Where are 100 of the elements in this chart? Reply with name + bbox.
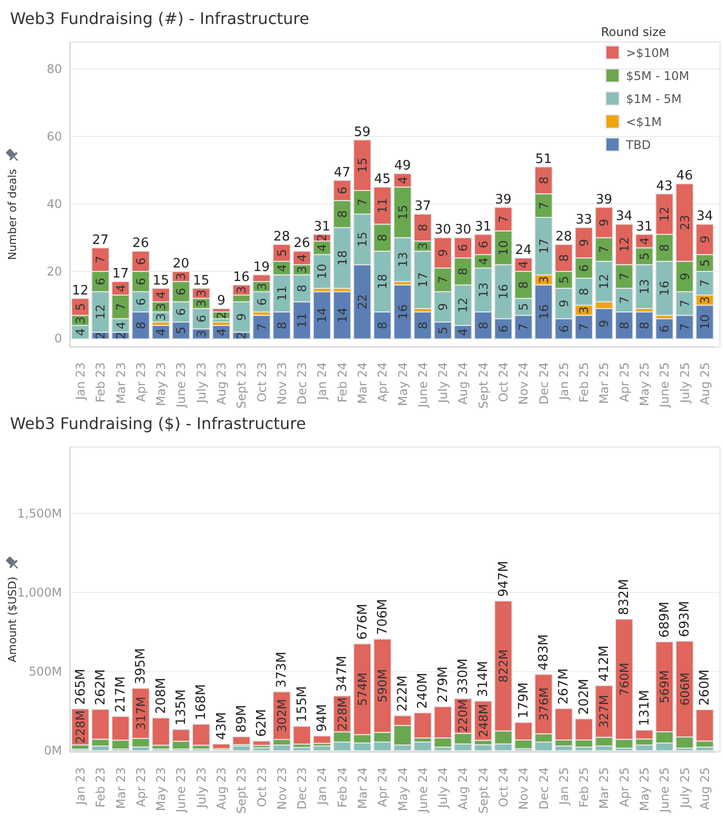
data-label: 3 bbox=[73, 316, 88, 324]
data-label: 9 bbox=[597, 320, 612, 328]
x-tick-label: June 24 bbox=[416, 362, 430, 408]
total-label: 33 bbox=[576, 212, 592, 228]
total-label: 168M bbox=[194, 684, 210, 720]
total-label: 30 bbox=[434, 222, 452, 238]
data-label: 6 bbox=[577, 264, 592, 272]
x-tick-label: Mar 24 bbox=[355, 767, 370, 809]
data-label: 2 bbox=[94, 332, 108, 340]
data-label: 590M bbox=[376, 669, 390, 702]
x-tick-label: May 23 bbox=[154, 362, 168, 406]
total-label: 222M bbox=[396, 676, 411, 712]
data-label: 16 bbox=[396, 304, 410, 320]
x-tick-label: Aug 23 bbox=[214, 767, 228, 810]
x-tick-label: Jan 25 bbox=[556, 767, 571, 806]
data-label: 12 bbox=[658, 206, 672, 222]
x-tick-label: July 24 bbox=[436, 767, 450, 809]
x-tick-label: Feb 23 bbox=[94, 362, 108, 403]
total-label: 31 bbox=[636, 219, 653, 234]
x-tick-label: Apr 24 bbox=[376, 362, 390, 402]
total-label: 135M bbox=[174, 689, 189, 726]
data-label: 8 bbox=[376, 234, 390, 242]
data-label: 6 bbox=[174, 288, 188, 296]
data-label: 9 bbox=[436, 249, 450, 257]
data-label: 6 bbox=[194, 314, 208, 322]
x-tick-label: Sept 24 bbox=[476, 767, 490, 814]
x-tick-label: Aug 25 bbox=[698, 767, 712, 810]
y-tick-label: 20 bbox=[46, 264, 62, 278]
data-label: 3 bbox=[194, 290, 208, 298]
data-label: 4 bbox=[114, 284, 128, 292]
data-label: 5 bbox=[436, 326, 450, 334]
legend-label: $1M - 5M bbox=[626, 92, 682, 106]
data-label: 3 bbox=[254, 282, 269, 290]
data-label: 5 bbox=[174, 326, 188, 334]
data-label: 2 bbox=[114, 332, 128, 340]
x-tick-label: Sept 23 bbox=[234, 767, 249, 814]
data-label: 7 bbox=[94, 256, 108, 264]
total-label: 347M bbox=[335, 656, 350, 692]
total-label: 20 bbox=[172, 256, 190, 272]
x-tick-label: May 24 bbox=[396, 362, 410, 406]
chart-title: Web3 Fundraising (#) - Infrastructure bbox=[10, 9, 310, 28]
data-label: 3 bbox=[194, 300, 208, 308]
data-label: 6 bbox=[134, 278, 148, 286]
y-tick-label: 1,000M bbox=[17, 585, 62, 600]
data-label: 376M bbox=[536, 687, 551, 721]
x-tick-label: Oct 23 bbox=[254, 767, 269, 808]
y-tick-label: 0 bbox=[54, 332, 62, 346]
data-label: 5 bbox=[274, 249, 289, 257]
data-label: 17 bbox=[536, 238, 551, 254]
x-tick-label: Jan 24 bbox=[315, 767, 330, 806]
x-tick-label: June 25 bbox=[658, 767, 672, 814]
data-label: 248M bbox=[476, 704, 490, 738]
data-label: 5 bbox=[516, 303, 531, 311]
y-tick-label: 1,500M bbox=[17, 506, 62, 520]
x-tick-label: Sept 23 bbox=[234, 362, 249, 409]
data-label: 606M bbox=[678, 672, 692, 706]
total-label: 15 bbox=[192, 273, 210, 288]
data-label: 4 bbox=[154, 291, 168, 299]
data-label: 6 bbox=[456, 244, 470, 252]
total-label: 265M bbox=[73, 668, 88, 705]
x-tick-label: Feb 24 bbox=[335, 767, 350, 808]
total-label: 15 bbox=[152, 273, 170, 288]
data-label: 6 bbox=[496, 324, 510, 333]
data-label: 22 bbox=[355, 294, 370, 310]
total-label: 260M bbox=[698, 670, 713, 706]
data-label: 11 bbox=[376, 198, 390, 214]
data-label: 5 bbox=[73, 303, 88, 311]
data-label: 7 bbox=[678, 323, 692, 331]
x-tick-label: Apr 23 bbox=[134, 362, 148, 402]
x-tick-label: Aug 24 bbox=[456, 362, 470, 405]
data-label: 8 bbox=[335, 210, 350, 218]
total-label: 412M bbox=[597, 646, 612, 682]
data-label: 9 bbox=[436, 303, 450, 311]
data-label: 4 bbox=[295, 254, 310, 262]
data-label: 8 bbox=[416, 322, 430, 330]
total-label: 94M bbox=[314, 704, 330, 732]
x-tick-label: Mar 25 bbox=[597, 362, 612, 404]
data-label: 8 bbox=[536, 176, 551, 184]
data-label: 7 bbox=[436, 276, 450, 284]
total-label: 39 bbox=[495, 192, 512, 208]
total-label: 49 bbox=[394, 158, 411, 174]
data-label: 7 bbox=[617, 296, 632, 304]
x-tick-label: June 23 bbox=[174, 362, 188, 408]
data-label: 4 bbox=[114, 322, 128, 330]
total-label: 27 bbox=[92, 232, 109, 248]
x-tick-label: Nov 23 bbox=[274, 362, 289, 405]
x-tick-label: May 25 bbox=[637, 767, 652, 812]
total-label: 19 bbox=[253, 260, 270, 275]
data-label: 8 bbox=[274, 322, 289, 330]
x-tick-label: July 23 bbox=[194, 362, 208, 404]
data-label: 2 bbox=[214, 311, 228, 320]
x-tick-label: Dec 23 bbox=[295, 767, 310, 810]
x-tick-label: Apr 23 bbox=[134, 767, 148, 808]
x-tick-label: Jan 23 bbox=[73, 767, 88, 806]
x-tick-label: Feb 25 bbox=[577, 767, 592, 808]
total-label: 28 bbox=[555, 229, 572, 244]
total-label: 267M bbox=[556, 668, 572, 704]
data-label: 6 bbox=[94, 278, 108, 286]
total-label: 26 bbox=[294, 236, 310, 252]
legend-label: $5M - 10M bbox=[626, 69, 690, 83]
